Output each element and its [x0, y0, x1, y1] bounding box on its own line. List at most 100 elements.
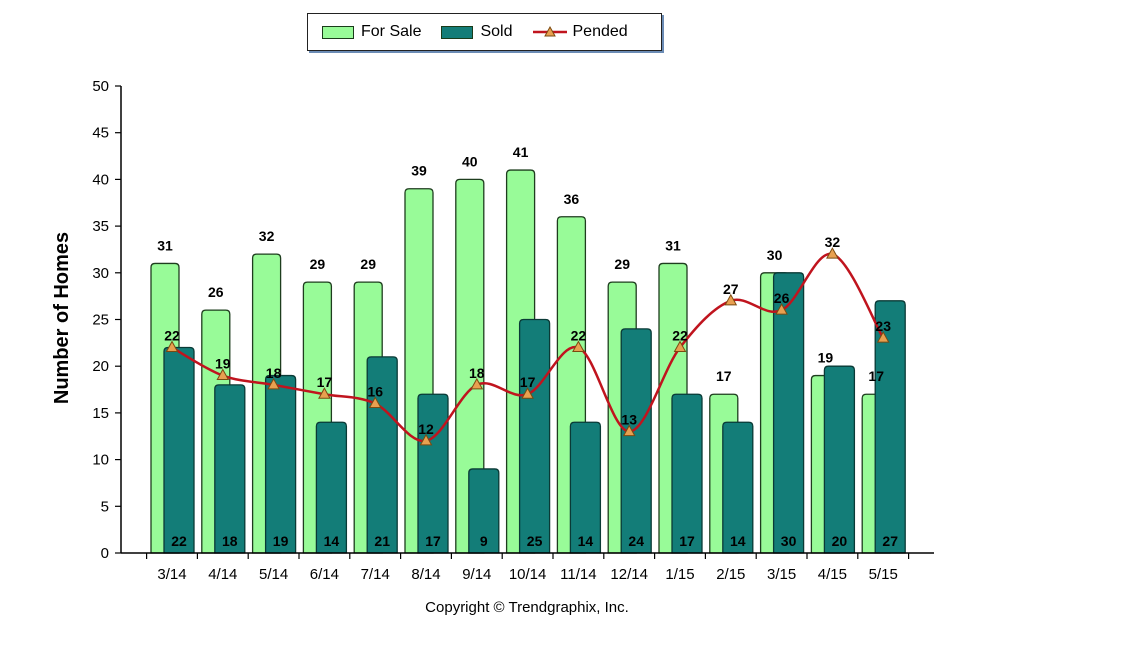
data-label-pended: 12 [418, 421, 434, 437]
y-tick-label: 5 [101, 498, 109, 515]
pended-marker [724, 293, 738, 306]
pended-marker [673, 340, 687, 353]
data-label-for-sale: 39 [411, 163, 427, 179]
legend-item-sold: Sold [441, 23, 513, 41]
data-label-for-sale: 26 [208, 284, 224, 300]
bar-sold [163, 346, 195, 554]
x-tick-label: 7/14 [361, 566, 390, 583]
data-label-sold: 14 [730, 533, 746, 549]
bar-sold [468, 468, 500, 554]
data-label-for-sale: 32 [259, 228, 275, 244]
data-label-sold: 30 [781, 533, 797, 549]
y-tick-label: 40 [92, 171, 109, 188]
pended-marker [826, 247, 839, 259]
data-label-pended: 27 [723, 281, 739, 297]
data-label-pended: 17 [520, 374, 536, 390]
pended-marker [216, 368, 230, 381]
data-label-for-sale: 17 [868, 368, 884, 384]
data-labels-layer: 31 22 22 26 18 19 32 19 18 29 14 17 29 21 16 39 17 12 40 9 1… [157, 144, 898, 549]
x-tick-label: 3/15 [767, 566, 796, 583]
pended-marker [165, 340, 179, 353]
x-tick-label: 6/14 [310, 566, 339, 583]
pended-marker [622, 424, 636, 437]
data-label-sold: 27 [882, 533, 898, 549]
data-label-for-sale: 30 [767, 247, 783, 263]
bar-sold [671, 393, 703, 554]
x-tick-label: 4/14 [208, 566, 237, 583]
x-tick-label: 12/14 [610, 566, 648, 583]
y-tick-label: 15 [92, 405, 109, 422]
pended-marker [318, 387, 331, 399]
data-label-pended: 32 [825, 234, 841, 250]
x-tick-label: 1/15 [665, 566, 694, 583]
data-label-pended: 22 [571, 328, 587, 344]
legend-label-pended: Pended [572, 23, 628, 40]
data-label-pended: 23 [875, 318, 891, 334]
axes-layer: 0 5 10 15 20 25 30 35 40 45 50 3/14 4/14 5/14 6/14 7/14… [92, 78, 934, 583]
legend-item-for-sale: For Sale [322, 23, 421, 41]
data-label-pended: 16 [367, 384, 383, 400]
legend-item-pended: Pended [532, 23, 628, 41]
x-tick-label: 4/15 [818, 566, 847, 583]
bar-sold [315, 421, 348, 554]
pended-marker [470, 377, 484, 390]
legend-swatch-for-sale [322, 25, 354, 39]
y-tick-label: 45 [92, 125, 109, 142]
data-label-for-sale: 19 [818, 350, 834, 366]
legend-label-for-sale: For Sale [361, 23, 422, 40]
data-label-for-sale: 36 [564, 191, 580, 207]
legend-line-pended [532, 25, 567, 37]
legend-swatch-sold [441, 25, 474, 39]
data-label-pended: 18 [266, 365, 282, 381]
x-tick-label: 10/14 [509, 566, 547, 583]
data-label-pended: 13 [621, 412, 637, 428]
pended-marker [368, 396, 382, 409]
y-tick-label: 35 [92, 218, 109, 235]
bar-sold [264, 374, 297, 554]
x-tick-label: 11/14 [560, 566, 596, 583]
copyright-text: Copyright © Trendgraphix, Inc. [425, 599, 629, 616]
data-label-for-sale: 31 [157, 237, 173, 253]
data-label-for-sale: 31 [665, 237, 681, 253]
bar-sold [569, 421, 602, 554]
pended-marker [419, 433, 433, 446]
pended-marker [267, 377, 280, 390]
bar-sold [823, 365, 856, 554]
data-label-pended: 26 [774, 290, 790, 306]
data-label-for-sale: 29 [310, 256, 326, 272]
data-label-sold: 14 [578, 533, 594, 549]
data-label-pended: 17 [317, 374, 333, 390]
data-label-for-sale: 40 [462, 153, 478, 169]
y-tick-label: 25 [92, 312, 109, 329]
x-tick-label: 3/14 [157, 566, 186, 583]
bar-sold [620, 328, 652, 554]
y-axis-title: Number of Homes [51, 232, 73, 404]
pended-marker [521, 387, 534, 399]
data-label-sold: 24 [628, 533, 644, 549]
bar-for-sale [455, 178, 485, 554]
bar-sold [722, 421, 754, 554]
data-label-sold: 22 [171, 533, 187, 549]
data-label-pended: 22 [672, 328, 688, 344]
x-tick-label: 2/15 [716, 566, 745, 583]
pended-line-layer [165, 247, 890, 446]
data-label-sold: 20 [832, 533, 848, 549]
x-tick-label: 5/15 [869, 566, 898, 583]
y-tick-label: 0 [101, 545, 109, 562]
y-tick-label: 20 [92, 358, 109, 375]
y-tick-label: 30 [92, 265, 109, 282]
data-label-for-sale: 41 [513, 144, 529, 160]
pended-marker [876, 331, 890, 343]
data-label-sold: 18 [222, 533, 238, 549]
data-label-sold: 17 [679, 533, 695, 549]
x-tick-label: 9/14 [462, 566, 491, 583]
chart-legend: For Sale Sold Pended [307, 13, 662, 51]
data-label-sold: 19 [273, 533, 289, 549]
data-label-pended: 18 [469, 365, 485, 381]
pended-marker [775, 303, 788, 315]
data-label-sold: 9 [480, 533, 488, 549]
bar-sold [874, 300, 906, 554]
bar-sold [518, 318, 551, 554]
data-label-sold: 17 [425, 533, 441, 549]
